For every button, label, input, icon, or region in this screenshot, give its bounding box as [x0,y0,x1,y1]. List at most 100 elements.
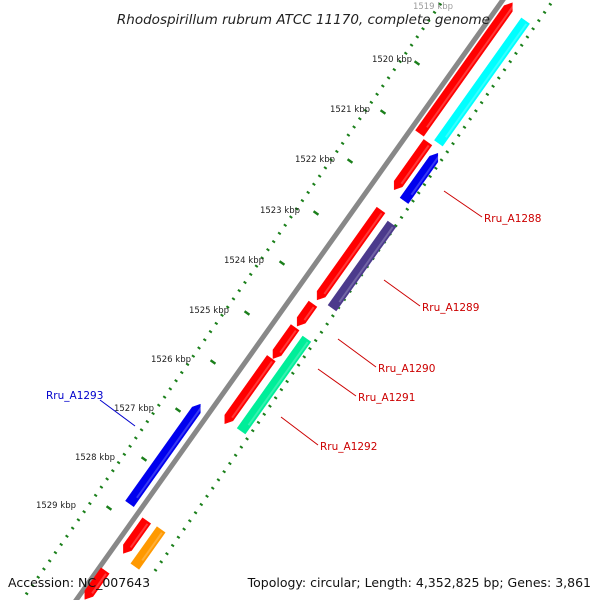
gene-label[interactable]: Rru_A1290 [378,363,435,375]
tick-mark [296,363,301,367]
gene-feature[interactable] [327,220,397,312]
major-tick-mark [413,60,421,66]
tick-mark [202,338,207,342]
tick-mark [133,436,138,440]
gene-feature-body[interactable] [119,517,152,556]
scale-labels: 1519 kbp 1520 kbp 1521 kbp 1522 kbp 1523 kbp… [36,2,453,511]
gene-feature[interactable] [415,0,517,137]
gene-feature-body[interactable] [399,150,442,204]
tick-mark [319,330,324,335]
tick-mark [110,469,115,473]
gene-feature-highlight [444,23,528,138]
tick-mark [411,199,415,203]
gene-feature-highlight [303,306,315,321]
gene-feature[interactable] [236,335,312,435]
tick-mark [254,264,259,268]
gene-label[interactable]: Rru_A1293 [46,390,103,402]
tick-mark [519,43,524,47]
tick-mark [386,76,391,80]
gene-feature-body[interactable] [125,401,205,507]
tick-mark [409,43,414,47]
tick-mark [433,166,438,170]
tick-mark [59,542,64,547]
tick-mark [312,182,316,187]
tick-mark [205,494,209,499]
tick-mark [216,478,221,482]
gene-feature-body[interactable] [81,567,110,600]
tick-mark [42,567,46,571]
gene-feature-highlight [426,5,515,128]
gene-feature-body[interactable] [130,526,166,570]
tick-mark [352,125,356,129]
gene-feature-highlight [91,573,107,594]
gene-feature[interactable] [313,206,386,302]
kbp-label: 1520 kbp [372,55,412,65]
gene-feature[interactable] [390,139,433,192]
tick-mark [398,59,402,64]
tick-mark [145,419,150,424]
major-tick-mark [174,407,182,413]
gene-feature-body[interactable] [327,220,397,312]
major-tick-mark [140,456,148,462]
tick-mark [399,215,404,220]
major-tick-mark [243,310,251,316]
tick-mark [231,297,236,301]
gene-feature-body[interactable] [293,300,318,329]
kbp-label: 1519 kbp [413,2,453,12]
gene-feature-body[interactable] [313,206,386,302]
gene-feature[interactable] [293,300,318,329]
gene-feature-body[interactable] [390,139,433,192]
inner-tick-ring [153,2,553,572]
tick-mark [403,51,408,56]
gene-feature[interactable] [269,324,300,362]
tick-mark [165,551,169,556]
gene-label[interactable]: Rru_A1288 [484,213,541,225]
tick-mark [193,510,198,515]
tick-mark [422,182,427,187]
gene-feature[interactable] [399,150,442,204]
gene-feature[interactable] [130,526,166,570]
gene-feature[interactable] [119,517,152,556]
tick-mark [273,396,278,400]
tick-mark [220,313,224,317]
gene-feature-body[interactable] [269,324,300,362]
major-tick-mark [209,359,217,365]
leader-line [383,279,421,307]
tick-mark [330,314,335,318]
tick-mark [187,519,192,523]
gene-feature-body[interactable] [434,17,530,147]
tick-mark [283,223,288,227]
tick-mark [128,444,132,448]
tick-mark [451,141,455,146]
tick-mark [302,355,307,359]
tick-mark [325,322,330,326]
tick-mark [182,527,186,531]
gene-label[interactable]: Rru_A1291 [358,392,415,404]
gene-feature[interactable] [125,401,205,507]
tick-mark [445,150,450,154]
gene-feature[interactable] [221,355,276,427]
tick-mark [502,68,507,72]
gene-feature-highlight [141,532,163,562]
tick-mark [82,509,87,514]
gene-feature[interactable] [434,17,530,147]
tick-mark [363,108,368,113]
gene-label[interactable]: Rru_A1289 [422,302,479,314]
tick-mark [179,370,184,375]
gene-label-group: Rru_A1288 Rru_A1289 Rru_A1290 Rru_A1291 Rru_… [46,213,541,453]
tick-mark [93,493,98,498]
gene-feature-body[interactable] [236,335,312,435]
gene-feature[interactable] [81,567,110,600]
tick-mark [357,117,362,121]
gene-feature-body[interactable] [415,0,517,137]
kbp-label: 1529 kbp [36,501,76,511]
gene-feature-highlight [231,360,273,419]
genome-backbone [73,0,506,600]
tick-mark [369,100,374,105]
tick-mark [334,149,339,154]
tick-mark [514,51,518,56]
tick-mark [300,198,305,203]
gene-label[interactable]: Rru_A1292 [320,441,377,453]
gene-feature-body[interactable] [221,355,276,427]
